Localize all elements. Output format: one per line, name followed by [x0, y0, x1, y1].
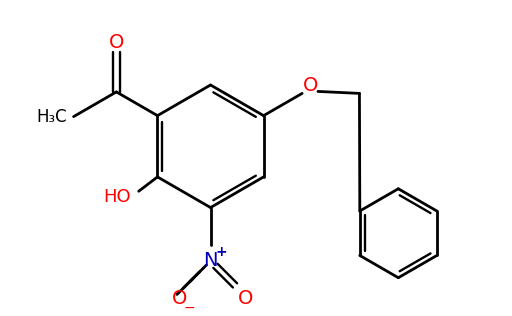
Text: O: O	[238, 289, 253, 308]
Text: +: +	[216, 245, 227, 259]
Text: O: O	[303, 76, 318, 95]
Text: −: −	[183, 301, 195, 315]
Text: HO: HO	[103, 188, 131, 206]
Text: O: O	[109, 33, 124, 52]
Text: H₃C: H₃C	[36, 108, 67, 126]
Text: O: O	[172, 289, 187, 308]
Text: N: N	[203, 252, 218, 270]
